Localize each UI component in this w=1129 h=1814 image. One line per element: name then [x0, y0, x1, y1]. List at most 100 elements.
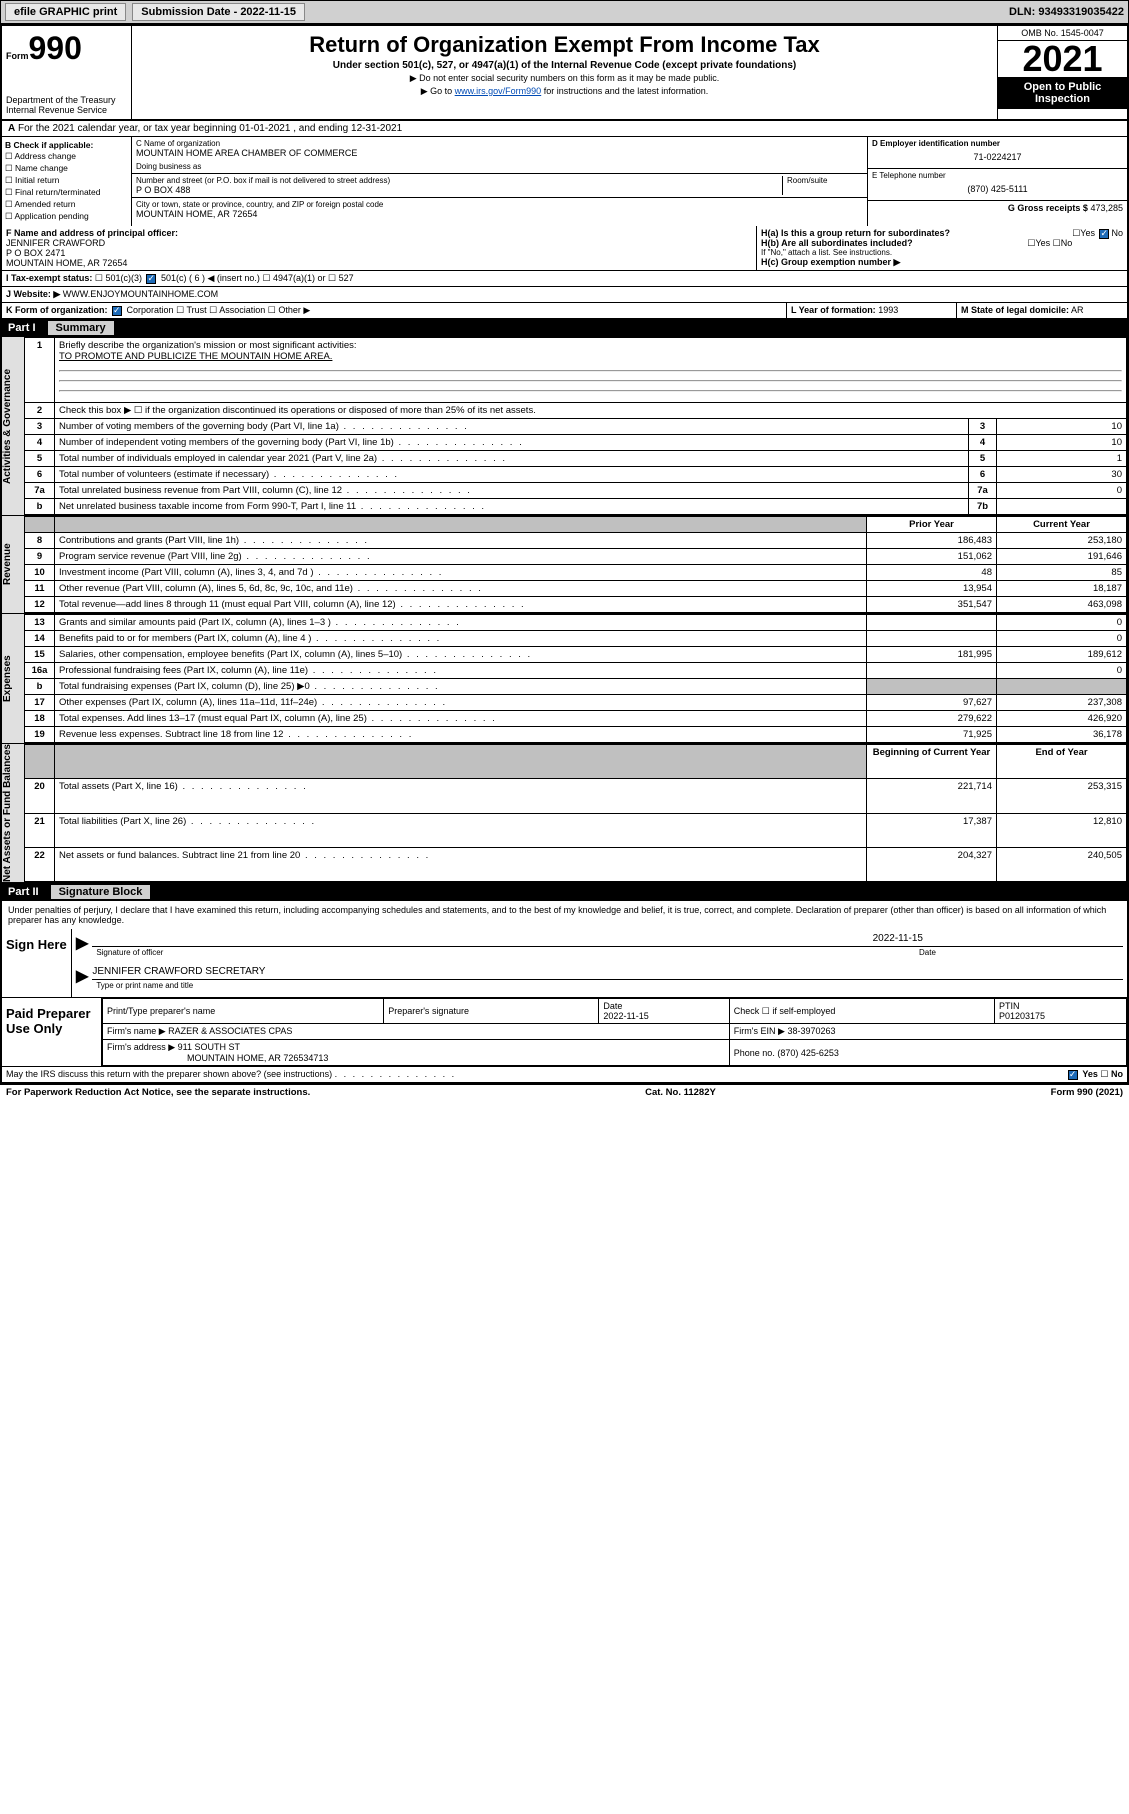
- part1-title: Summary: [48, 321, 114, 335]
- hc: H(c) Group exemption number ▶: [761, 257, 1123, 268]
- website: WWW.ENJOYMOUNTAINHOME.COM: [63, 289, 218, 299]
- part1-label: Part I: [8, 322, 36, 334]
- section-b-header: B Check if applicable:: [5, 140, 128, 150]
- table-row: 10Investment income (Part VIII, column (…: [25, 565, 1127, 581]
- form-number: Form990: [6, 30, 127, 67]
- expense-section: Expenses 13Grants and similar amounts pa…: [2, 614, 1127, 744]
- q1: Briefly describe the organization's miss…: [59, 340, 357, 351]
- dba-label: Doing business as: [136, 162, 863, 171]
- m-val: AR: [1071, 305, 1084, 315]
- chk-address[interactable]: ☐ Address change: [5, 151, 128, 162]
- table-row: 17Other expenses (Part IX, column (A), l…: [25, 695, 1127, 711]
- g-label: G Gross receipts $: [1008, 203, 1088, 213]
- table-row: 6Total number of volunteers (estimate if…: [25, 467, 1127, 483]
- net-table: Beginning of Current YearEnd of Year 20T…: [24, 744, 1127, 882]
- firm-name-label: Firm's name ▶: [107, 1026, 166, 1036]
- table-row: 18Total expenses. Add lines 13–17 (must …: [25, 711, 1127, 727]
- footer-mid: Cat. No. 11282Y: [645, 1087, 716, 1098]
- section-b: B Check if applicable: ☐ Address change …: [2, 137, 132, 226]
- line-a: A For the 2021 calendar year, or tax yea…: [2, 121, 1127, 137]
- submission-date: Submission Date - 2022-11-15: [132, 3, 305, 21]
- topbar: efile GRAPHIC print Submission Date - 20…: [0, 0, 1129, 24]
- form-subtitle: Under section 501(c), 527, or 4947(a)(1)…: [140, 60, 989, 71]
- table-row: 11Other revenue (Part VIII, column (A), …: [25, 581, 1127, 597]
- declaration: Under penalties of perjury, I declare th…: [2, 901, 1127, 929]
- i-label: I Tax-exempt status:: [6, 273, 92, 283]
- section-f-h: F Name and address of principal officer:…: [2, 226, 1127, 271]
- i-527: 527: [339, 273, 354, 283]
- section-i: I Tax-exempt status: ☐ 501(c)(3) 501(c) …: [2, 271, 1127, 287]
- efile-label: efile GRAPHIC print: [5, 3, 126, 21]
- prep-date-label: Date: [603, 1001, 622, 1011]
- vert-net: Net Assets or Fund Balances: [2, 744, 24, 882]
- chk-name[interactable]: ☐ Name change: [5, 163, 128, 174]
- table-row: 14Benefits paid to or for members (Part …: [25, 631, 1127, 647]
- org-info-block: B Check if applicable: ☐ Address change …: [2, 137, 1127, 226]
- col-curr: Current Year: [997, 517, 1127, 533]
- room-label: Room/suite: [787, 176, 863, 185]
- part2-header: Part II Signature Block: [2, 883, 1127, 901]
- form-990: Form990 Department of the Treasury Inter…: [0, 24, 1129, 1085]
- d-label: D Employer identification number: [872, 139, 1123, 148]
- table-row: 8Contributions and grants (Part VIII, li…: [25, 533, 1127, 549]
- k-corp: Corporation: [127, 305, 174, 315]
- form-prefix: Form: [6, 51, 29, 61]
- officer-name: JENNIFER CRAWFORD: [6, 238, 752, 248]
- q2: Check this box ▶ ☐ if the organization d…: [55, 403, 1127, 419]
- k-label: K Form of organization:: [6, 305, 108, 315]
- footer-left: For Paperwork Reduction Act Notice, see …: [6, 1087, 310, 1098]
- section-c: C Name of organization MOUNTAIN HOME ARE…: [132, 137, 867, 226]
- header-mid: Return of Organization Exempt From Incom…: [132, 26, 997, 119]
- ha: H(a) Is this a group return for subordin…: [761, 228, 1123, 238]
- revenue-section: Revenue Prior YearCurrent Year 8Contribu…: [2, 516, 1127, 614]
- table-row: 3Number of voting members of the governi…: [25, 419, 1127, 435]
- irs-link[interactable]: www.irs.gov/Form990: [455, 86, 542, 96]
- firm-ein: 38-3970263: [787, 1026, 835, 1036]
- sign-here: Sign Here: [2, 929, 72, 997]
- chk-final[interactable]: ☐ Final return/terminated: [5, 187, 128, 198]
- prep-phone: (870) 425-6253: [777, 1048, 839, 1058]
- section-deg: D Employer identification number 71-0224…: [867, 137, 1127, 226]
- vert-rev: Revenue: [2, 516, 24, 613]
- e-label: E Telephone number: [872, 171, 1123, 180]
- i-501c3: 501(c)(3): [105, 273, 142, 283]
- revenue-table: Prior YearCurrent Year 8Contributions an…: [24, 516, 1127, 613]
- sign-here-row: Sign Here ▶ 2022-11-15 Signature of offi…: [2, 929, 1127, 998]
- prep-check: Check ☐ if self-employed: [729, 999, 994, 1024]
- table-row: 12Total revenue—add lines 8 through 11 (…: [25, 597, 1127, 613]
- firm-addr-label: Firm's address ▶: [107, 1042, 175, 1052]
- table-row: 4Number of independent voting members of…: [25, 435, 1127, 451]
- governance-table: 1 Briefly describe the organization's mi…: [24, 337, 1127, 515]
- city-label: City or town, state or province, country…: [136, 200, 863, 209]
- table-row: 13Grants and similar amounts paid (Part …: [25, 615, 1127, 631]
- col-begin: Beginning of Current Year: [867, 745, 997, 779]
- footer-right: Form 990 (2021): [1051, 1087, 1123, 1098]
- k-assoc: Association: [219, 305, 265, 315]
- note-ssn: ▶ Do not enter social security numbers o…: [140, 73, 989, 84]
- part1-header: Part I Summary: [2, 319, 1127, 337]
- dots: [335, 1069, 457, 1079]
- chk-amended[interactable]: ☐ Amended return: [5, 199, 128, 210]
- table-row: bTotal fundraising expenses (Part IX, co…: [25, 679, 1127, 695]
- form-title: Return of Organization Exempt From Incom…: [140, 32, 989, 58]
- l-label: L Year of formation:: [791, 305, 876, 315]
- col-end: End of Year: [997, 745, 1127, 779]
- l-val: 1993: [878, 305, 898, 315]
- part2-title: Signature Block: [51, 885, 151, 899]
- expense-table: 13Grants and similar amounts paid (Part …: [24, 614, 1127, 743]
- dln: DLN: 93493319035422: [1009, 6, 1124, 18]
- paid-prep-label: Paid Preparer Use Only: [2, 998, 102, 1066]
- footer: For Paperwork Reduction Act Notice, see …: [0, 1085, 1129, 1100]
- k-trust: Trust: [186, 305, 206, 315]
- q1-ans: TO PROMOTE AND PUBLICIZE THE MOUNTAIN HO…: [59, 351, 332, 362]
- f-label: F Name and address of principal officer:: [6, 228, 752, 238]
- note2-prefix: ▶ Go to: [421, 86, 455, 96]
- col-prior: Prior Year: [867, 517, 997, 533]
- chk-pending[interactable]: ☐ Application pending: [5, 211, 128, 222]
- discuss-row: May the IRS discuss this return with the…: [2, 1067, 1127, 1083]
- j-label: J Website: ▶: [6, 289, 60, 299]
- inspection-label: Open to Public Inspection: [998, 77, 1127, 109]
- table-row: 21Total liabilities (Part X, line 26)17,…: [25, 813, 1127, 847]
- chk-initial[interactable]: ☐ Initial return: [5, 175, 128, 186]
- form-header: Form990 Department of the Treasury Inter…: [2, 26, 1127, 121]
